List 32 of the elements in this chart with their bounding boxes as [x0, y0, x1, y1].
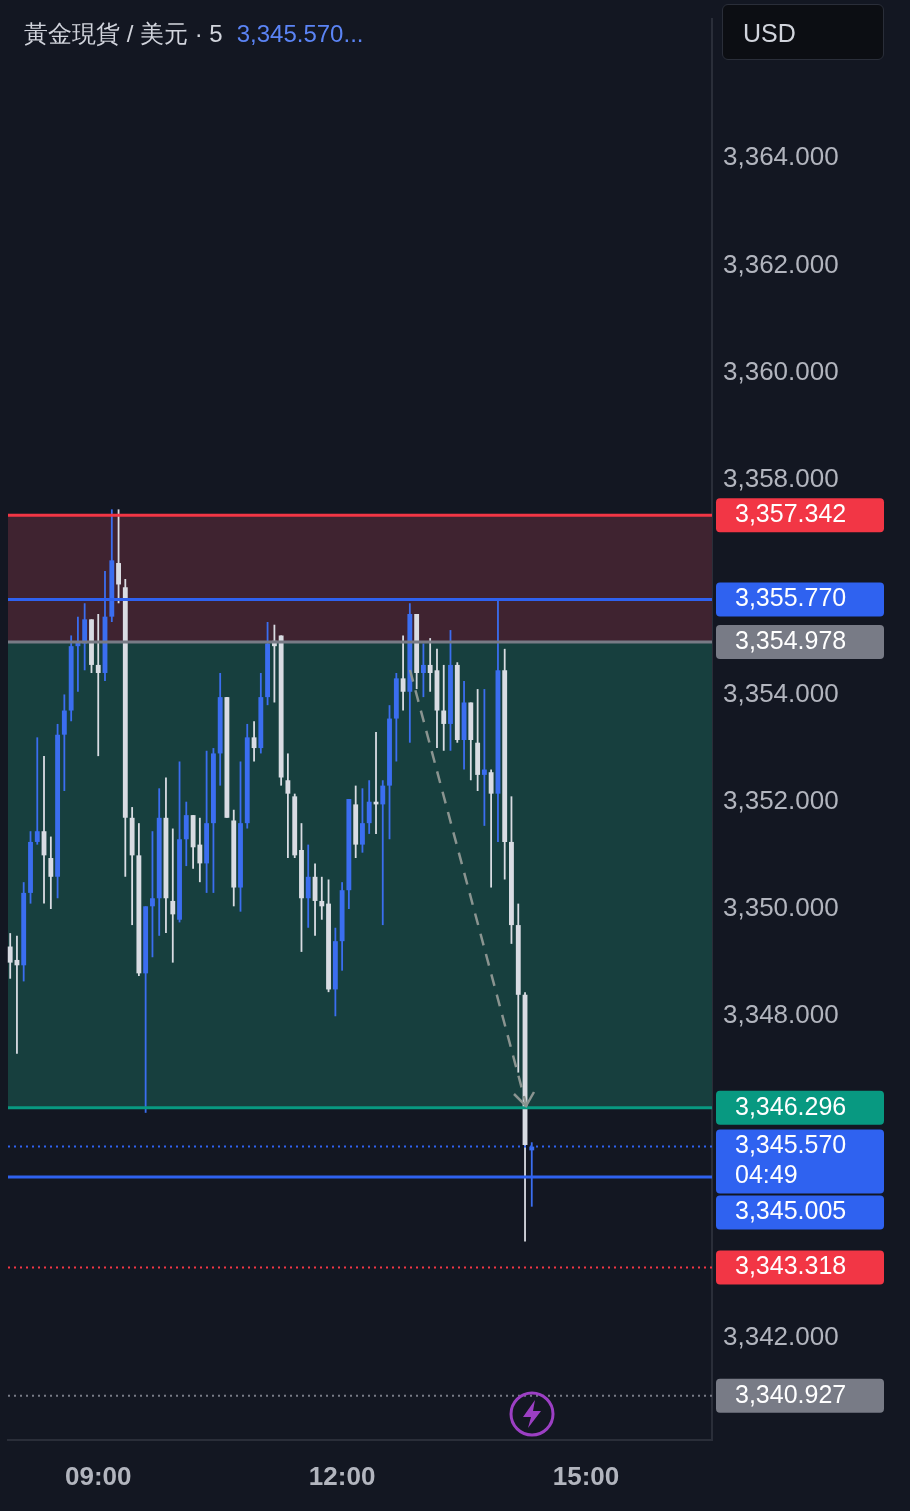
- y-tick-label: 3,348.000: [723, 999, 839, 1030]
- candlestick: [95, 613, 101, 757]
- ref-line-label: 3,343.318: [735, 1251, 847, 1280]
- candlestick: [170, 828, 176, 963]
- chart-subtitle: 3,345.570...: [236, 20, 364, 47]
- x-tick-label: 15:00: [552, 1460, 620, 1491]
- ref-line-label: 3,345.570 04:49: [735, 1130, 847, 1189]
- y-tick-label: 3,350.000: [723, 892, 839, 923]
- y-tick-label: 3,362.000: [723, 248, 839, 279]
- ref-line-label: 3,355.770: [735, 583, 847, 612]
- candlestick: [441, 664, 447, 751]
- y-tick-label: 3,358.000: [723, 463, 839, 494]
- ref-line-label: 3,346.296: [735, 1091, 847, 1120]
- candlestick: [34, 737, 40, 845]
- text: USD: [722, 4, 884, 60]
- y-tick-label: 3,342.000: [723, 1321, 839, 1352]
- y-tick-label: 3,352.000: [723, 784, 839, 815]
- ref-line-label: 3,345.005: [735, 1196, 847, 1225]
- y-tick-label: 3,364.000: [723, 141, 839, 172]
- x-tick-label: 12:00: [308, 1460, 376, 1491]
- chart-title: 黃金現貨 / 美元 · 5: [24, 20, 223, 47]
- candlestick: [488, 769, 494, 888]
- ref-line-label: 3,340.927: [735, 1379, 847, 1408]
- candlestick: [285, 753, 291, 859]
- candlestick: [481, 689, 487, 826]
- ref-line-label: 3,357.342: [735, 499, 847, 528]
- y-tick-label: 3,354.000: [723, 677, 839, 708]
- y-tick-label: 3,360.000: [723, 355, 839, 386]
- candlestick: [380, 780, 386, 926]
- ref-line-label: 3,354.978: [735, 625, 847, 654]
- x-tick-label: 09:00: [64, 1460, 132, 1491]
- candlestick: [319, 876, 325, 920]
